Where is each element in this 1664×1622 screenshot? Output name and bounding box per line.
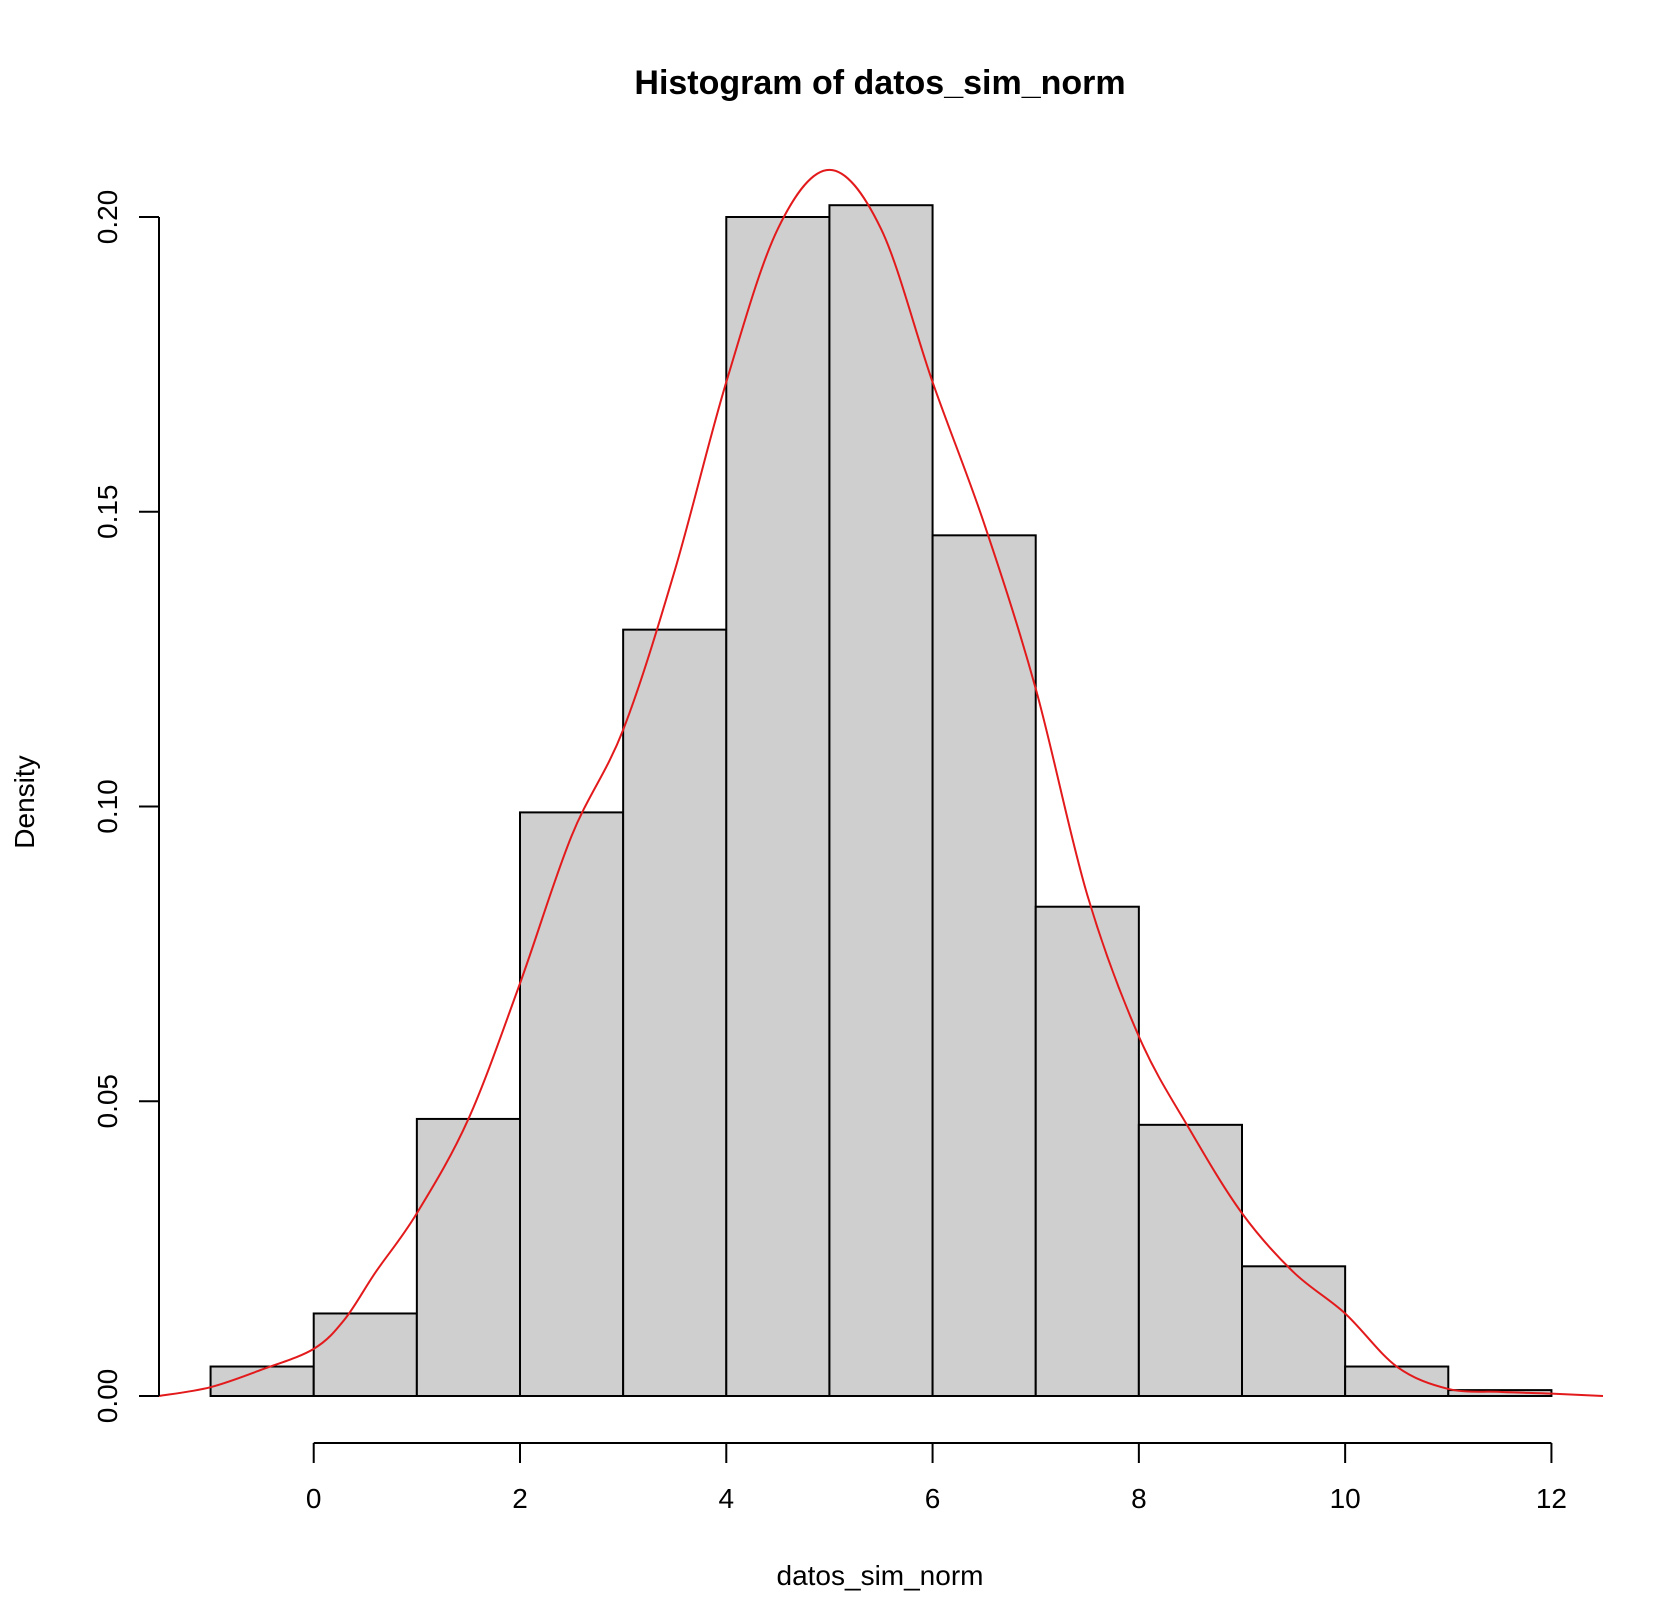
x-tick-label: 2	[512, 1483, 528, 1514]
histogram-bar	[622, 628, 728, 1397]
histogram-bar	[828, 204, 934, 1398]
histogram-bar	[415, 1117, 522, 1398]
y-axis: 0.00 0.05 0.10 0.15 0.20	[92, 190, 160, 1424]
x-tick-label: 10	[1330, 1483, 1361, 1514]
y-tick-label: 0.20	[92, 190, 123, 245]
y-tick-label: 0.00	[92, 1369, 123, 1424]
histogram-bar	[931, 534, 1037, 1397]
histogram-bar	[1344, 1365, 1450, 1398]
histogram-bar	[725, 216, 831, 1397]
density-curve	[158, 168, 1604, 1397]
x-axis: 0 2 4 6 8 10 12	[306, 1442, 1567, 1514]
histogram-bar	[1034, 905, 1140, 1398]
histogram-bar	[1137, 1123, 1244, 1397]
chart-title: Histogram of datos_sim_norm	[634, 64, 1125, 102]
x-axis-label: datos_sim_norm	[777, 1560, 984, 1591]
x-tick-label: 0	[306, 1483, 322, 1514]
histogram-bar	[209, 1365, 315, 1398]
histogram-bar	[312, 1312, 418, 1397]
x-tick-label: 4	[718, 1483, 734, 1514]
y-tick-label: 0.15	[92, 485, 123, 540]
x-tick-label: 8	[1131, 1483, 1147, 1514]
histogram-bars	[209, 204, 1553, 1398]
histogram-bar	[519, 811, 625, 1397]
y-tick-label: 0.10	[92, 779, 123, 834]
x-tick-label: 12	[1536, 1483, 1567, 1514]
density-curve-group	[158, 168, 1604, 1397]
histogram-bar	[1241, 1265, 1347, 1398]
y-axis-label: Density	[9, 755, 40, 848]
x-tick-label: 6	[925, 1483, 941, 1514]
y-tick-label: 0.05	[92, 1074, 123, 1129]
